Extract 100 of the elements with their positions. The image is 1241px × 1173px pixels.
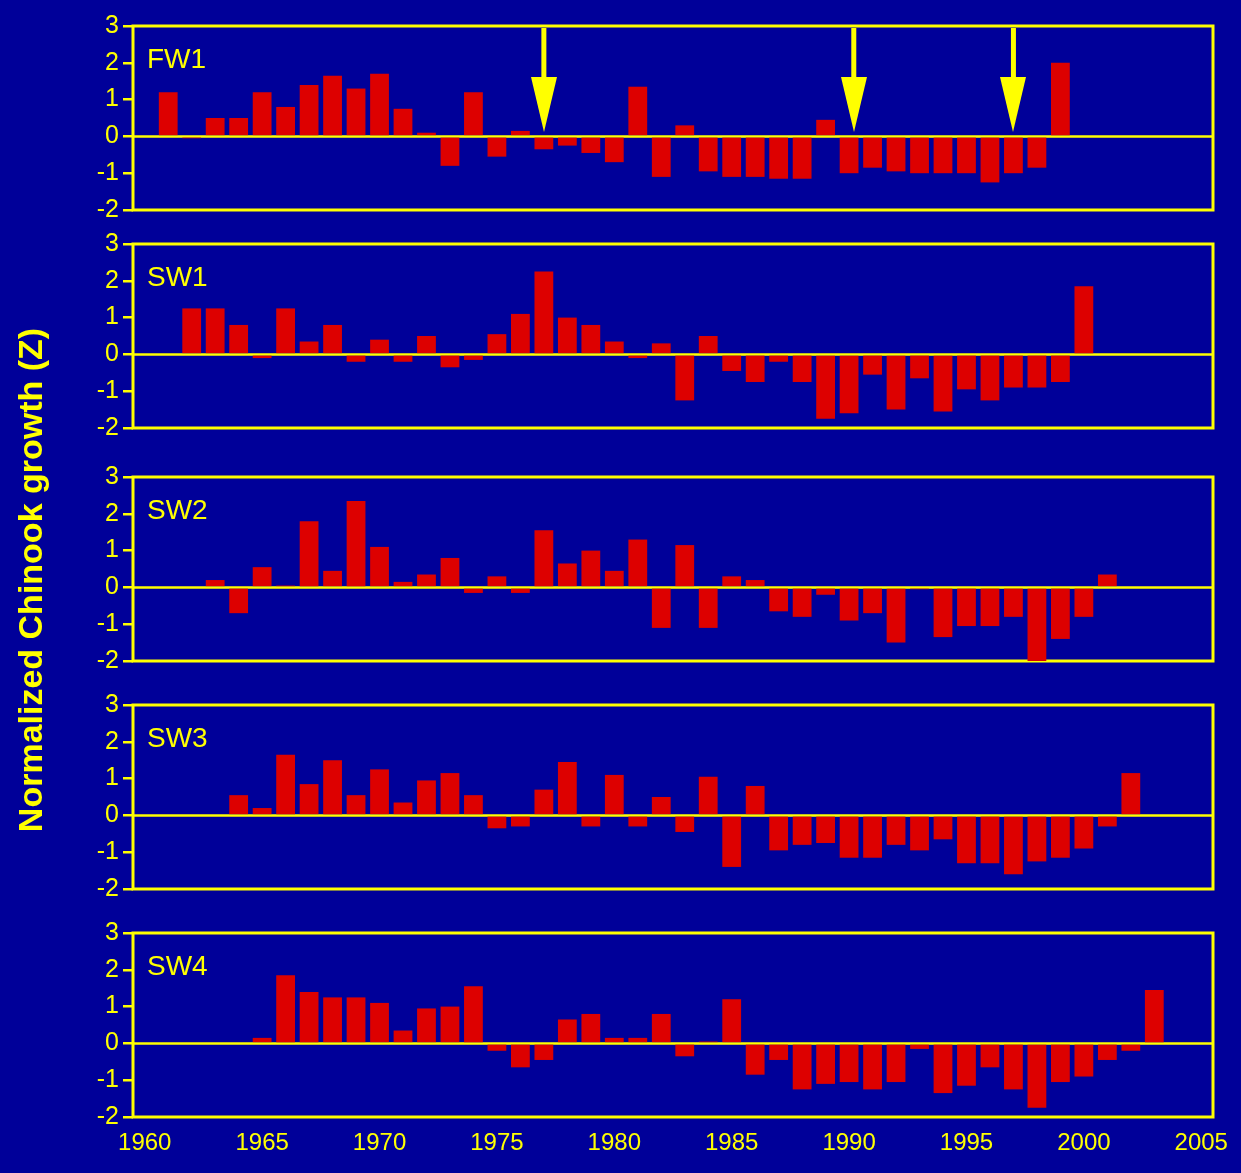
bar <box>534 137 554 150</box>
bar <box>698 137 718 172</box>
bar <box>628 816 648 827</box>
x-tick-label: 1965 <box>235 1128 289 1156</box>
y-tick-label: 0 <box>105 120 119 149</box>
bar <box>675 1044 695 1057</box>
bar <box>604 1037 624 1043</box>
y-tick-label: 3 <box>105 460 119 489</box>
bar <box>1074 1044 1094 1077</box>
x-tick-label: 1960 <box>118 1128 172 1156</box>
bar <box>863 588 882 614</box>
bar <box>229 324 249 354</box>
bar <box>1051 62 1070 136</box>
bar <box>886 816 906 845</box>
bar <box>816 1044 835 1084</box>
bar <box>886 1044 906 1083</box>
x-tick-label: 1995 <box>939 1128 994 1156</box>
bar <box>370 546 389 587</box>
bar <box>957 137 976 174</box>
text: SW4 <box>147 949 208 981</box>
bar <box>698 588 718 628</box>
bar <box>299 84 319 136</box>
bar <box>346 997 366 1043</box>
bar <box>1051 588 1070 639</box>
bar <box>886 588 906 643</box>
bar <box>745 137 765 177</box>
bar <box>557 762 577 815</box>
bar <box>511 816 530 827</box>
bar <box>910 355 929 379</box>
bar <box>745 785 765 815</box>
bar <box>651 1013 671 1043</box>
bar <box>792 1044 812 1090</box>
bar <box>628 1037 648 1043</box>
bar <box>581 816 601 827</box>
bar <box>933 816 953 840</box>
bar <box>839 1044 859 1083</box>
bar <box>252 808 272 815</box>
y-tick-label: -1 <box>96 157 119 186</box>
bar <box>839 816 859 858</box>
bar <box>933 137 953 174</box>
bar <box>1004 137 1023 174</box>
bar <box>346 88 366 136</box>
bar <box>910 137 929 174</box>
bar <box>299 341 319 354</box>
bar <box>1004 355 1023 388</box>
y-tick-label: 3 <box>105 688 119 717</box>
bar <box>417 336 436 354</box>
x-tick-label: 2005 <box>1174 1128 1228 1156</box>
bar <box>957 1044 976 1086</box>
bar <box>863 816 882 858</box>
bar <box>1027 355 1047 388</box>
bar <box>604 137 624 163</box>
bar <box>792 137 812 179</box>
y-tick-label: 1 <box>105 990 119 1019</box>
bar <box>276 106 295 136</box>
bar <box>511 1044 530 1068</box>
y-tick-label: 2 <box>105 953 119 982</box>
bar <box>581 137 601 153</box>
y-tick-label: 2 <box>105 46 119 75</box>
bar <box>980 588 1000 627</box>
y-tick-label: -1 <box>96 608 119 637</box>
text: SW2 <box>147 493 208 525</box>
bar <box>370 1002 389 1043</box>
bar <box>417 574 436 587</box>
x-tick-label: 1990 <box>822 1128 876 1156</box>
y-tick-label: -1 <box>96 836 119 865</box>
y-tick-label: 0 <box>105 1027 119 1056</box>
y-tick-label: 1 <box>105 301 119 330</box>
y-tick-label: 0 <box>105 338 119 367</box>
bar <box>464 588 483 593</box>
y-tick-label: -1 <box>96 1064 119 1093</box>
bar <box>323 324 342 354</box>
y-tick-label: -1 <box>96 375 119 404</box>
y-tick-label: 1 <box>105 762 119 791</box>
bar <box>370 339 389 354</box>
x-tick-label: 1975 <box>470 1128 524 1156</box>
bar <box>957 355 976 390</box>
bar <box>440 557 460 587</box>
bar <box>252 567 272 587</box>
bar <box>651 137 671 177</box>
bar <box>252 1037 272 1043</box>
y-tick-label: 3 <box>105 227 119 256</box>
bar <box>957 816 976 864</box>
bar <box>276 308 295 354</box>
bar <box>910 1044 929 1049</box>
y-axis-title: Normalized Chinook growth (Z) <box>10 327 50 833</box>
bar <box>675 545 695 587</box>
bar <box>440 137 460 166</box>
bar <box>1121 1044 1141 1051</box>
y-tick-label: 1 <box>105 83 119 112</box>
y-tick-label: 2 <box>105 725 119 754</box>
bar <box>346 355 366 362</box>
bar <box>440 773 460 815</box>
bar <box>933 355 953 412</box>
bar <box>722 816 742 867</box>
bar <box>393 108 413 136</box>
bar <box>557 1019 577 1043</box>
bar <box>769 355 789 362</box>
bar <box>205 118 225 136</box>
bar <box>980 355 1000 401</box>
